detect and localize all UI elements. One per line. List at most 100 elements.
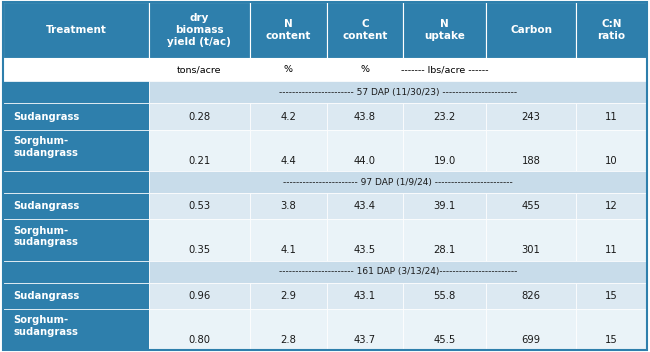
- Bar: [250, 58, 326, 81]
- Bar: [250, 283, 326, 309]
- Bar: [250, 193, 326, 219]
- Bar: [149, 130, 250, 171]
- Text: 243: 243: [522, 112, 541, 121]
- Bar: [577, 103, 647, 130]
- Text: N
uptake: N uptake: [424, 19, 465, 41]
- Bar: [326, 58, 403, 81]
- Text: 3.8: 3.8: [280, 201, 296, 211]
- Text: 826: 826: [521, 291, 541, 301]
- Text: Sudangrass: Sudangrass: [14, 291, 80, 301]
- Text: 44.0: 44.0: [354, 156, 376, 166]
- Text: 43.5: 43.5: [354, 245, 376, 255]
- Bar: [486, 219, 577, 260]
- Bar: [326, 2, 403, 58]
- Bar: [149, 103, 250, 130]
- Text: %: %: [360, 65, 369, 75]
- Bar: [250, 2, 326, 58]
- Text: 39.1: 39.1: [434, 201, 456, 211]
- Bar: [486, 103, 577, 130]
- Bar: [326, 219, 403, 260]
- Text: 28.1: 28.1: [434, 245, 456, 255]
- Bar: [326, 193, 403, 219]
- Bar: [250, 130, 326, 171]
- Bar: [577, 193, 647, 219]
- Text: 11: 11: [605, 245, 618, 255]
- Text: %: %: [284, 65, 292, 75]
- Bar: [486, 2, 577, 58]
- Text: 0.80: 0.80: [188, 335, 211, 345]
- Text: N
content: N content: [266, 19, 311, 41]
- Bar: [326, 283, 403, 309]
- Text: 43.1: 43.1: [354, 291, 376, 301]
- Bar: [149, 193, 250, 219]
- Bar: [403, 219, 486, 260]
- Text: 4.2: 4.2: [280, 112, 296, 121]
- Text: 43.8: 43.8: [354, 112, 376, 121]
- Bar: [149, 219, 250, 260]
- Bar: [3, 130, 149, 171]
- Text: Sorghum-
sudangrass: Sorghum- sudangrass: [14, 226, 78, 247]
- Bar: [149, 58, 250, 81]
- Bar: [577, 2, 647, 58]
- Text: 0.53: 0.53: [188, 201, 211, 211]
- Text: ----------------------- 161 DAP (3/13/24)------------------------: ----------------------- 161 DAP (3/13/24…: [279, 267, 517, 276]
- Bar: [149, 2, 250, 58]
- Text: 11: 11: [605, 112, 618, 121]
- Bar: [3, 81, 149, 103]
- Text: C:N
ratio: C:N ratio: [597, 19, 625, 41]
- Bar: [577, 283, 647, 309]
- Text: 2.8: 2.8: [280, 335, 296, 345]
- Bar: [3, 260, 149, 283]
- Text: Sudangrass: Sudangrass: [14, 112, 80, 121]
- Bar: [577, 130, 647, 171]
- Bar: [149, 260, 647, 283]
- Text: 19.0: 19.0: [434, 156, 456, 166]
- Text: ----------------------- 57 DAP (11/30/23) -----------------------: ----------------------- 57 DAP (11/30/23…: [279, 88, 517, 97]
- Text: dry
biomass
yield (t/ac): dry biomass yield (t/ac): [168, 13, 231, 47]
- Bar: [403, 283, 486, 309]
- Bar: [250, 219, 326, 260]
- Bar: [149, 171, 647, 193]
- Text: 188: 188: [522, 156, 541, 166]
- Bar: [3, 2, 149, 58]
- Bar: [149, 81, 647, 103]
- Bar: [577, 219, 647, 260]
- Bar: [326, 309, 403, 350]
- Bar: [577, 58, 647, 81]
- Bar: [3, 219, 149, 260]
- Bar: [3, 309, 149, 350]
- Text: 15: 15: [605, 291, 618, 301]
- Text: ----------------------- 97 DAP (1/9/24) ------------------------: ----------------------- 97 DAP (1/9/24) …: [283, 177, 513, 187]
- Bar: [149, 309, 250, 350]
- Bar: [403, 58, 486, 81]
- Text: 23.2: 23.2: [434, 112, 456, 121]
- Bar: [3, 58, 149, 81]
- Bar: [3, 283, 149, 309]
- Bar: [149, 283, 250, 309]
- Text: 699: 699: [521, 335, 541, 345]
- Bar: [577, 309, 647, 350]
- Text: 0.28: 0.28: [188, 112, 211, 121]
- Text: 15: 15: [605, 335, 618, 345]
- Text: Carbon: Carbon: [510, 25, 552, 35]
- Text: Sudangrass: Sudangrass: [14, 201, 80, 211]
- Text: 43.7: 43.7: [354, 335, 376, 345]
- Bar: [326, 130, 403, 171]
- Bar: [3, 103, 149, 130]
- Text: tons/acre: tons/acre: [177, 65, 222, 75]
- Text: 301: 301: [522, 245, 541, 255]
- Bar: [403, 2, 486, 58]
- Text: 455: 455: [521, 201, 541, 211]
- Bar: [403, 103, 486, 130]
- Text: 0.21: 0.21: [188, 156, 211, 166]
- Text: 12: 12: [605, 201, 618, 211]
- Text: 10: 10: [605, 156, 617, 166]
- Bar: [403, 130, 486, 171]
- Text: 2.9: 2.9: [280, 291, 296, 301]
- Bar: [326, 103, 403, 130]
- Bar: [486, 309, 577, 350]
- Text: 55.8: 55.8: [434, 291, 456, 301]
- Bar: [486, 283, 577, 309]
- Text: 45.5: 45.5: [434, 335, 456, 345]
- Text: C
content: C content: [342, 19, 387, 41]
